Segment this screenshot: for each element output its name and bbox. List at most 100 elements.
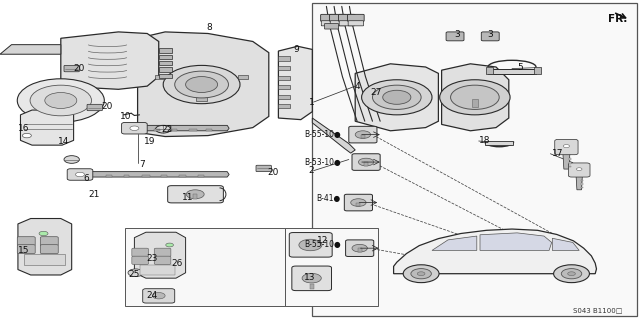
FancyBboxPatch shape [348,21,364,26]
Bar [161,175,167,177]
Circle shape [440,80,510,115]
Bar [189,129,197,131]
Polygon shape [85,172,229,177]
Bar [159,67,172,72]
FancyBboxPatch shape [344,194,372,211]
Text: 5: 5 [517,63,523,72]
Text: 16: 16 [18,124,29,133]
FancyBboxPatch shape [481,32,499,41]
Bar [278,95,290,99]
Circle shape [39,231,48,236]
FancyBboxPatch shape [168,186,223,203]
Polygon shape [0,45,61,54]
FancyBboxPatch shape [87,104,102,111]
Text: 20: 20 [268,168,279,177]
Circle shape [355,131,371,138]
Bar [198,175,204,177]
Bar [569,162,571,164]
Polygon shape [20,110,74,145]
Text: 3: 3 [454,30,460,39]
FancyBboxPatch shape [339,21,355,26]
Polygon shape [355,64,438,131]
Text: 22: 22 [161,125,173,134]
FancyBboxPatch shape [122,122,147,134]
Text: 26: 26 [172,259,183,268]
Circle shape [166,243,173,247]
FancyBboxPatch shape [568,163,590,177]
Text: 7: 7 [140,160,145,169]
Circle shape [130,126,139,130]
Text: 23: 23 [146,254,157,263]
Bar [278,85,290,89]
Bar [472,99,478,107]
Circle shape [417,272,425,276]
Bar [486,67,493,74]
Text: 4: 4 [355,82,360,91]
Circle shape [156,125,171,133]
FancyBboxPatch shape [321,21,337,26]
Bar [238,76,248,79]
Bar [312,3,637,316]
Bar [193,194,197,199]
Bar [159,61,172,65]
Circle shape [383,90,411,104]
Text: 21: 21 [88,190,100,199]
Circle shape [299,239,322,251]
FancyBboxPatch shape [348,14,364,21]
Polygon shape [563,153,570,169]
Bar [278,56,290,61]
FancyBboxPatch shape [330,21,346,26]
Text: 25: 25 [128,270,140,279]
Text: B-41●: B-41● [316,194,340,203]
Bar [356,203,360,206]
Polygon shape [138,125,229,131]
Bar [285,228,378,306]
Text: B-55-10●: B-55-10● [304,240,340,249]
Circle shape [30,85,92,116]
Bar [582,180,583,182]
Text: 8: 8 [206,23,212,32]
Text: 14: 14 [58,137,69,146]
Circle shape [577,168,582,171]
Circle shape [568,272,575,276]
Bar [582,183,583,185]
Circle shape [128,269,143,277]
FancyBboxPatch shape [256,165,271,172]
Bar [361,135,365,138]
FancyBboxPatch shape [17,237,35,246]
Circle shape [302,273,321,283]
Circle shape [351,199,366,206]
FancyBboxPatch shape [132,248,148,256]
Polygon shape [394,229,596,274]
Text: 2: 2 [308,166,314,175]
Polygon shape [576,175,582,190]
Polygon shape [312,118,355,153]
FancyBboxPatch shape [339,14,355,21]
Text: 18: 18 [479,137,490,145]
Circle shape [372,85,421,109]
FancyBboxPatch shape [292,266,332,291]
Text: 10: 10 [120,112,132,121]
FancyBboxPatch shape [352,154,380,170]
Polygon shape [134,232,186,278]
FancyBboxPatch shape [143,289,175,303]
FancyBboxPatch shape [40,245,58,254]
FancyBboxPatch shape [132,256,148,264]
FancyBboxPatch shape [555,139,578,155]
FancyBboxPatch shape [17,245,35,254]
FancyBboxPatch shape [349,126,377,143]
Circle shape [163,65,240,104]
Polygon shape [432,236,477,250]
Text: 6: 6 [83,174,89,183]
FancyBboxPatch shape [154,256,171,264]
Circle shape [561,269,582,279]
Bar [159,48,172,53]
Bar [488,69,536,74]
Text: 1: 1 [308,98,314,107]
Bar [159,55,172,59]
Polygon shape [18,219,72,275]
Circle shape [76,172,84,177]
Bar [206,129,212,131]
FancyBboxPatch shape [64,65,79,72]
Bar [196,97,207,101]
